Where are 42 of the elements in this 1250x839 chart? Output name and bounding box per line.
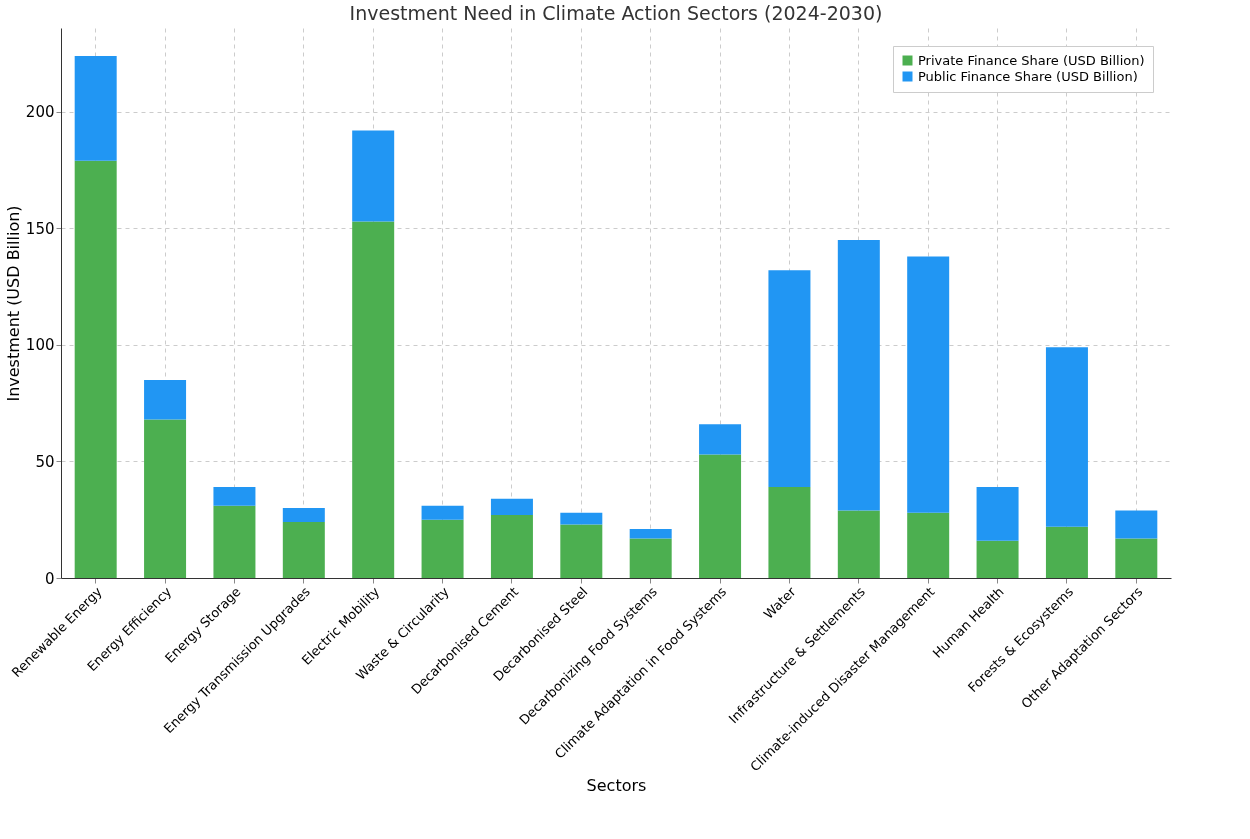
legend-label: Private Finance Share (USD Billion): [918, 52, 1145, 68]
bar: [768, 487, 811, 578]
bar: [907, 512, 950, 578]
bar: [699, 424, 742, 455]
bar: [560, 524, 603, 578]
bar: [144, 419, 187, 578]
bar: [560, 512, 603, 525]
y-tick-label: 100: [25, 336, 55, 355]
bar: [768, 270, 811, 488]
bar: [490, 515, 533, 578]
bar: [490, 498, 533, 516]
y-tick-label: 0: [44, 569, 55, 588]
bar: [282, 522, 325, 578]
bar: [1115, 538, 1158, 578]
bar: [421, 505, 464, 520]
y-tick-label: 200: [25, 103, 55, 122]
legend-label: Public Finance Share (USD Billion): [918, 68, 1138, 84]
y-tick-label: 50: [35, 452, 55, 471]
bar: [837, 510, 880, 578]
chart-title: Investment Need in Climate Action Sectors (2024-2030): [349, 2, 883, 24]
bar: [837, 240, 880, 511]
bar: [352, 221, 395, 578]
bar: [74, 160, 117, 578]
bar: [213, 505, 256, 578]
bar: [352, 130, 395, 222]
bar: [1045, 347, 1088, 527]
bar: [976, 540, 1019, 578]
bar: [976, 487, 1019, 541]
bar: [282, 508, 325, 523]
y-axis-title: Investment (USD Billion): [3, 205, 23, 402]
bar: [629, 538, 672, 578]
bar: [213, 487, 256, 506]
x-axis-title: Sectors: [586, 776, 647, 796]
y-tick-label: 150: [25, 219, 55, 238]
bar: [1045, 526, 1088, 578]
bar: [907, 256, 950, 513]
bar: [629, 529, 672, 539]
bar: [74, 55, 117, 161]
bar: [144, 379, 187, 420]
bar: [1115, 510, 1158, 539]
bar: [699, 454, 742, 578]
bar: [421, 519, 464, 578]
